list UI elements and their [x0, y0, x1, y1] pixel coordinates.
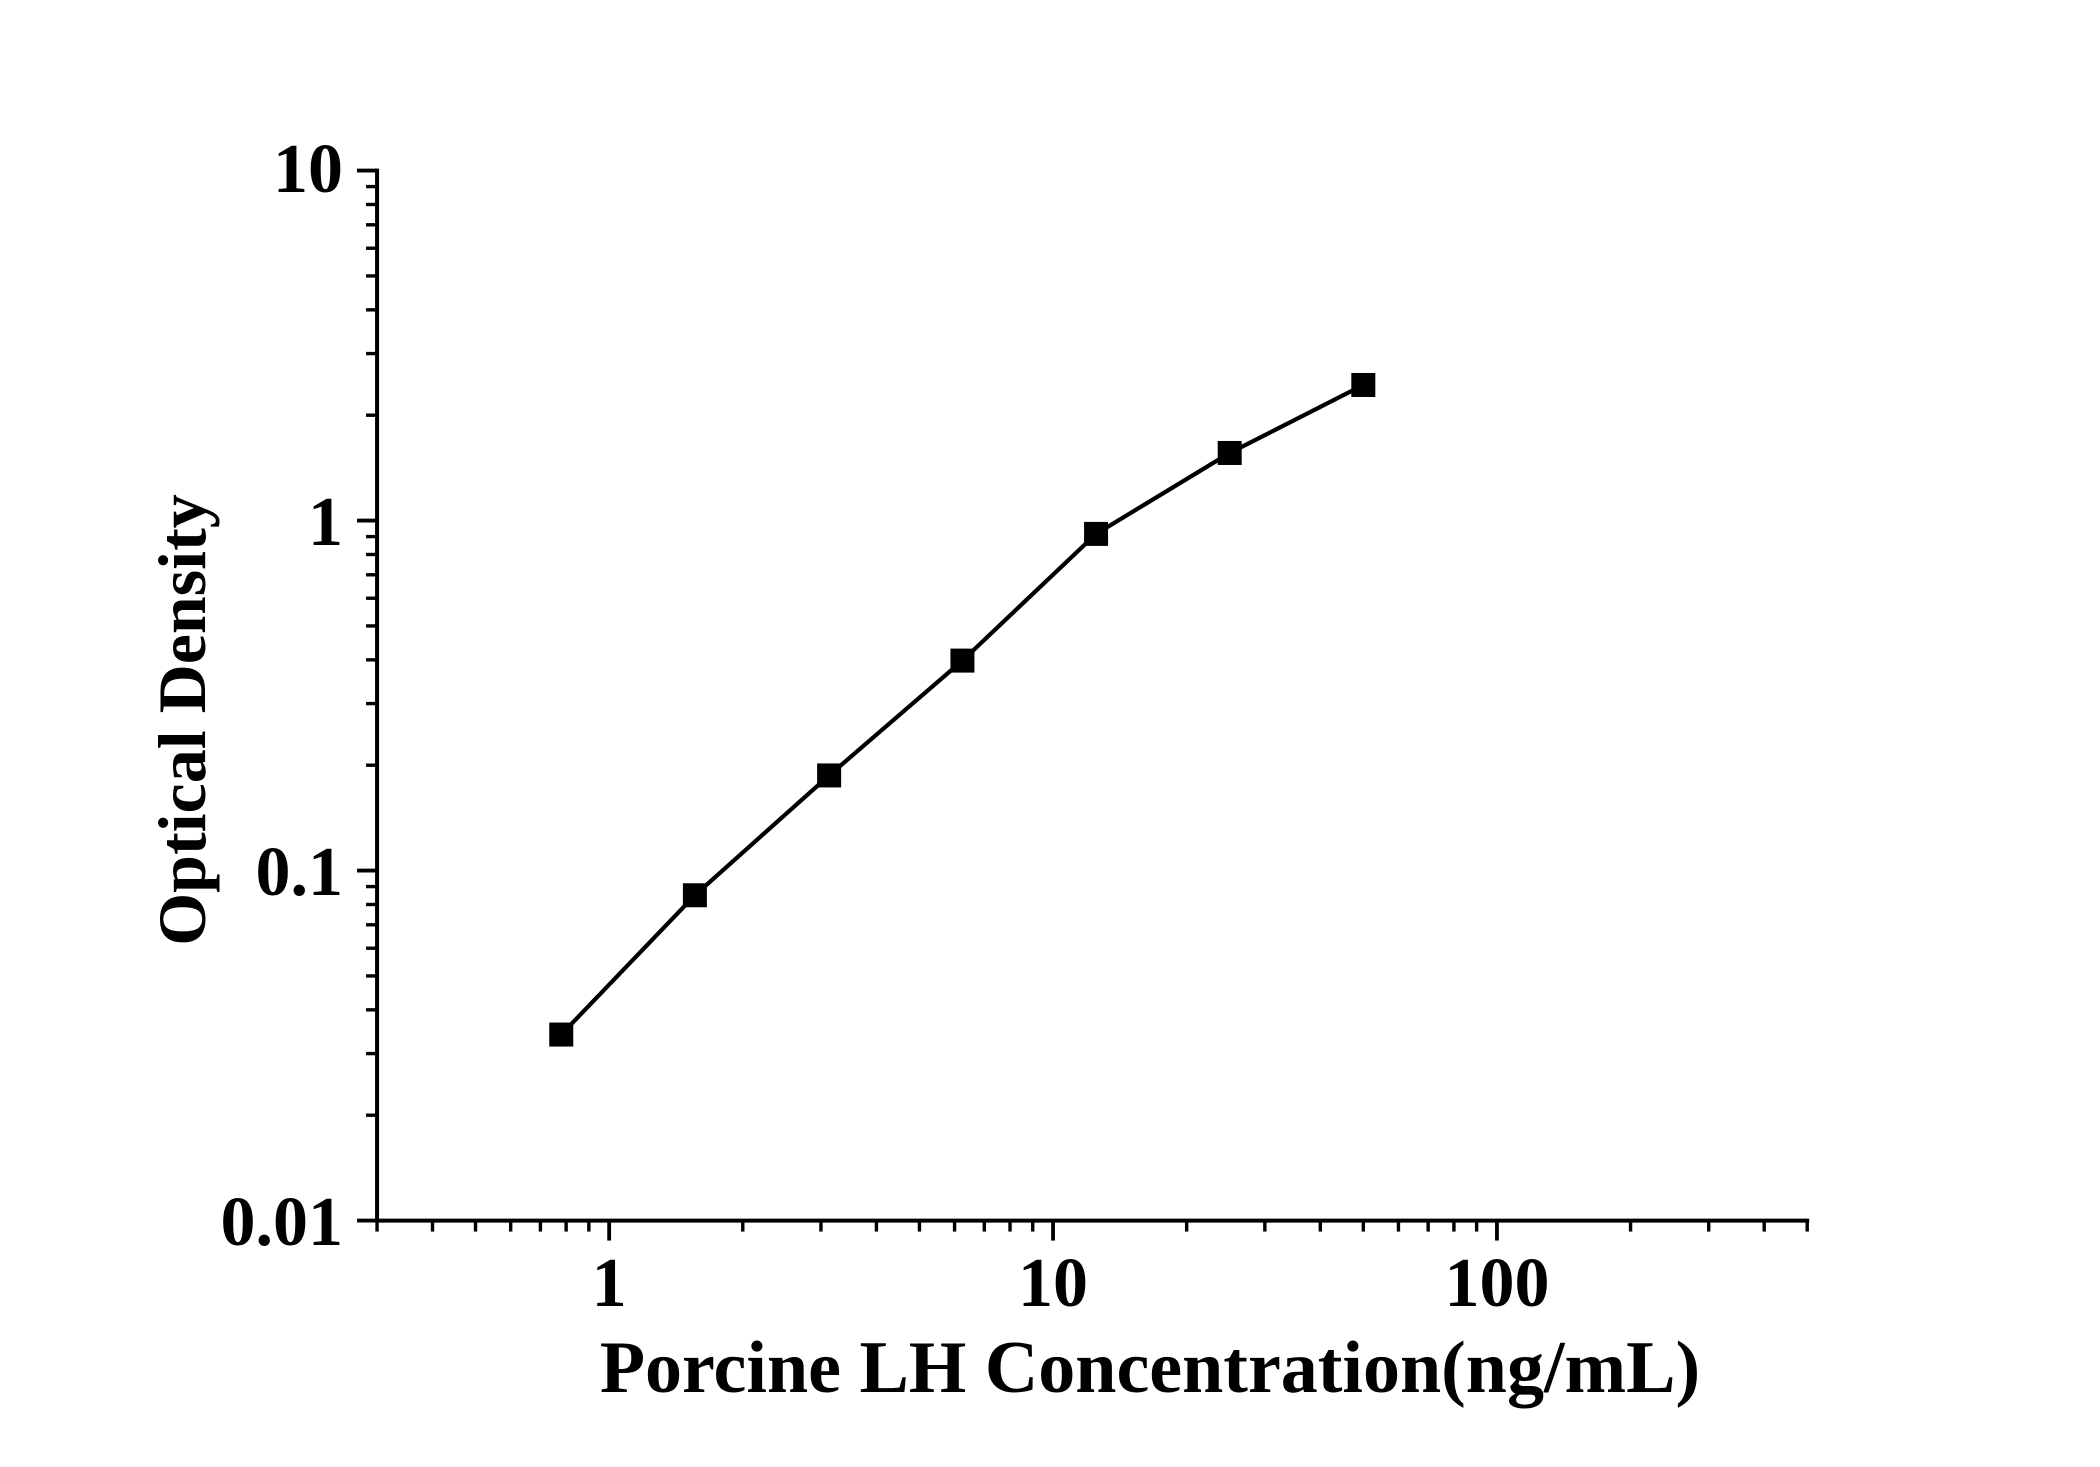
- svg-text:Optical Density: Optical Density: [144, 494, 220, 945]
- svg-text:10: 10: [273, 131, 343, 208]
- svg-text:100: 100: [1444, 1245, 1549, 1322]
- svg-text:0.01: 0.01: [221, 1184, 344, 1261]
- svg-text:1: 1: [592, 1245, 627, 1322]
- svg-text:Porcine LH Concentration(ng/mL: Porcine LH Concentration(ng/mL): [600, 1327, 1700, 1409]
- svg-text:10: 10: [1018, 1245, 1088, 1322]
- svg-text:0.1: 0.1: [256, 834, 344, 911]
- svg-text:1: 1: [308, 484, 343, 561]
